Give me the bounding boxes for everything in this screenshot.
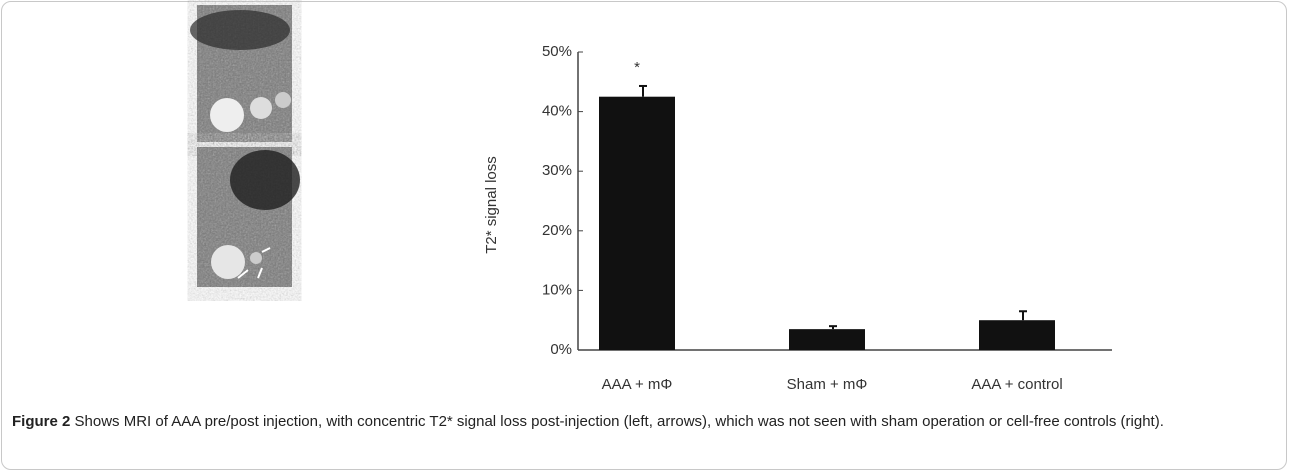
y-tick-label: 30% [542, 162, 572, 179]
mri-post [197, 147, 300, 287]
x-tick-label: AAA + mΦ [602, 376, 673, 393]
x-tick-label: AAA + control [971, 376, 1062, 393]
y-tick-label: 40% [542, 103, 572, 120]
x-tick-label: Sham + mΦ [787, 376, 868, 393]
caption-label: Figure 2 [12, 413, 70, 430]
mri-pre [190, 5, 292, 142]
bar [789, 329, 865, 350]
bar [979, 320, 1055, 350]
y-tick-label: 0% [550, 341, 572, 358]
y-axis-label: T2* signal loss [483, 156, 500, 254]
figure: T2* signal loss 0% 10% 20% 30% 40% 50% AAA + m… [0, 0, 1290, 405]
caption: Figure 2 Shows MRI of AAA pre/post injec… [12, 410, 1278, 434]
bar [599, 97, 675, 350]
page: T2* signal loss 0% 10% 20% 30% 40% 50% AAA + m… [0, 0, 1290, 473]
significance-label: * [634, 59, 640, 76]
y-tick-label: 20% [542, 222, 572, 239]
y-tick-label: 10% [542, 281, 572, 298]
caption-text: Shows MRI of AAA pre/post injection, wit… [75, 413, 1164, 430]
y-tick-label: 50% [542, 43, 572, 60]
